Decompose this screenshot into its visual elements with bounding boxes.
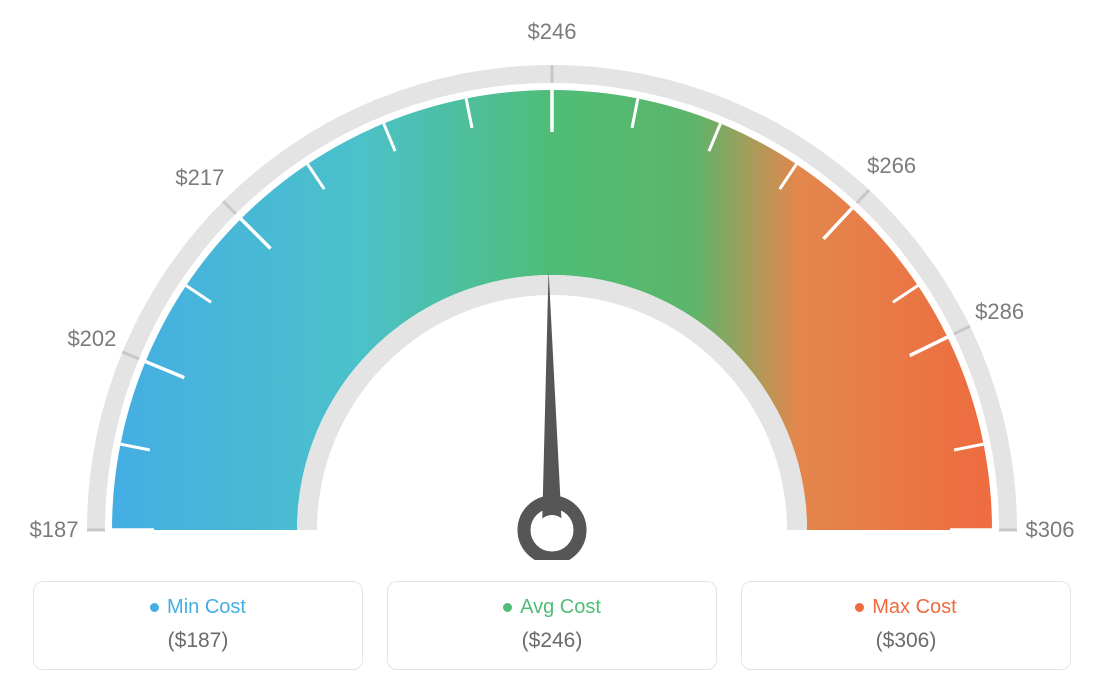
legend-card-avg: Avg Cost ($246): [387, 581, 717, 670]
legend-title-max: Max Cost: [752, 596, 1060, 619]
gauge-tick-label: $187: [30, 517, 79, 543]
gauge-tick-label: $246: [528, 19, 577, 45]
legend-value-avg: ($246): [398, 629, 706, 653]
gauge-svg: [0, 0, 1104, 560]
legend-title-min: Min Cost: [44, 596, 352, 619]
legend-label-min: Min Cost: [167, 596, 246, 619]
gauge-tick-label: $266: [867, 153, 916, 179]
dot-avg-icon: [503, 603, 512, 612]
legend-value-min: ($187): [44, 629, 352, 653]
legend-label-max: Max Cost: [872, 596, 956, 619]
legend-title-avg: Avg Cost: [398, 596, 706, 619]
gauge-tick-label: $286: [975, 299, 1024, 325]
gauge-tick-label: $306: [1026, 517, 1075, 543]
dot-min-icon: [150, 603, 159, 612]
gauge-tick-label: $202: [67, 326, 116, 352]
legend-card-max: Max Cost ($306): [741, 581, 1071, 670]
legend-row: Min Cost ($187) Avg Cost ($246) Max Cost…: [30, 581, 1074, 670]
legend-card-min: Min Cost ($187): [33, 581, 363, 670]
dot-max-icon: [855, 603, 864, 612]
legend-label-avg: Avg Cost: [520, 596, 601, 619]
cost-gauge-chart: $187 $202 $217 $246 $266 $286 $306: [0, 0, 1104, 560]
gauge-tick-label: $217: [175, 165, 224, 191]
legend-value-max: ($306): [752, 629, 1060, 653]
